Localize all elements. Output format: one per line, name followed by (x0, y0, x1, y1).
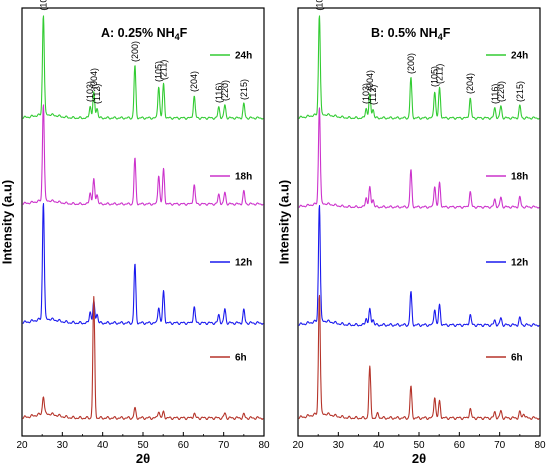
series-line-12h (298, 204, 540, 328)
plot-frame (21, 7, 265, 437)
peak-label: (112) (368, 85, 378, 105)
peak-label: (105) (430, 66, 440, 87)
peak-label: (200) (406, 53, 416, 74)
legend-label-12h: 12h (511, 258, 528, 269)
x-tick-label: 30 (57, 440, 69, 451)
y-axis-label: Intensity (a.u) (0, 180, 14, 265)
legend-label-24h: 24h (511, 51, 528, 62)
x-tick-label: 70 (218, 440, 230, 451)
panel-title: A: 0.25% NH4F (101, 26, 188, 42)
peak-label: (220) (496, 81, 506, 102)
peak-label: (211) (159, 60, 169, 80)
panel-b: 20 30 40 50 60 70 80 2θ Intensity (a.u) B: 0.5% N… (276, 0, 546, 466)
peak-label: (101) (38, 0, 48, 11)
legend-label-18h: 18h (235, 172, 252, 183)
legend-label-6h: 6h (511, 353, 523, 364)
x-tick-label: 80 (534, 440, 546, 451)
peak-label: (215) (239, 79, 249, 100)
peak-label: (101) (314, 0, 324, 11)
series-line-18h (298, 107, 540, 209)
peak-label: (105) (154, 61, 164, 82)
peak-label: (103) (85, 81, 95, 102)
series-line-6h (298, 294, 540, 421)
peak-label: (200) (130, 41, 140, 62)
panel-a: 20 30 40 50 60 70 80 2θ Intensity (a.u) A: 0.25% … (0, 0, 270, 466)
x-tick-label: 40 (373, 440, 385, 451)
legend-label-24h: 24h (235, 51, 252, 62)
legend-label-6h: 6h (235, 353, 247, 364)
x-tick-label: 20 (16, 440, 28, 451)
peak-label: (220) (220, 80, 230, 101)
series-line-12h (22, 202, 264, 326)
peak-label: (211) (435, 64, 445, 84)
series-line-6h (22, 295, 264, 421)
peak-label: (116) (490, 84, 500, 104)
x-tick-label: 40 (97, 440, 109, 451)
peak-label: (116) (214, 83, 224, 103)
peak-label: (103) (361, 83, 371, 104)
x-tick-label: 20 (292, 440, 304, 451)
y-axis-label: Intensity (a.u) (276, 180, 291, 265)
x-tick-label: 70 (494, 440, 506, 451)
x-axis-label: 2θ (136, 451, 150, 466)
series-line-18h (22, 104, 264, 206)
x-tick-label: 30 (333, 440, 345, 451)
peak-label: (204) (189, 71, 199, 92)
x-tick-label: 60 (178, 440, 190, 451)
series-line-24h (298, 15, 540, 120)
peak-label: (112) (92, 84, 102, 104)
x-tick-label: 50 (413, 440, 425, 451)
peak-label: (004) (365, 70, 375, 91)
peak-label: (215) (515, 81, 525, 102)
peak-label: (004) (89, 68, 99, 89)
panel-title: B: 0.5% NH4F (371, 26, 451, 42)
legend-label-12h: 12h (235, 258, 252, 269)
x-axis-label: 2θ (412, 451, 426, 466)
series-line-24h (22, 15, 264, 120)
x-tick-label: 80 (258, 440, 270, 451)
x-tick-label: 60 (454, 440, 466, 451)
x-tick-label: 50 (137, 440, 149, 451)
peak-label: (204) (465, 73, 475, 94)
plot-frame (297, 7, 541, 437)
legend-label-18h: 18h (511, 172, 528, 183)
